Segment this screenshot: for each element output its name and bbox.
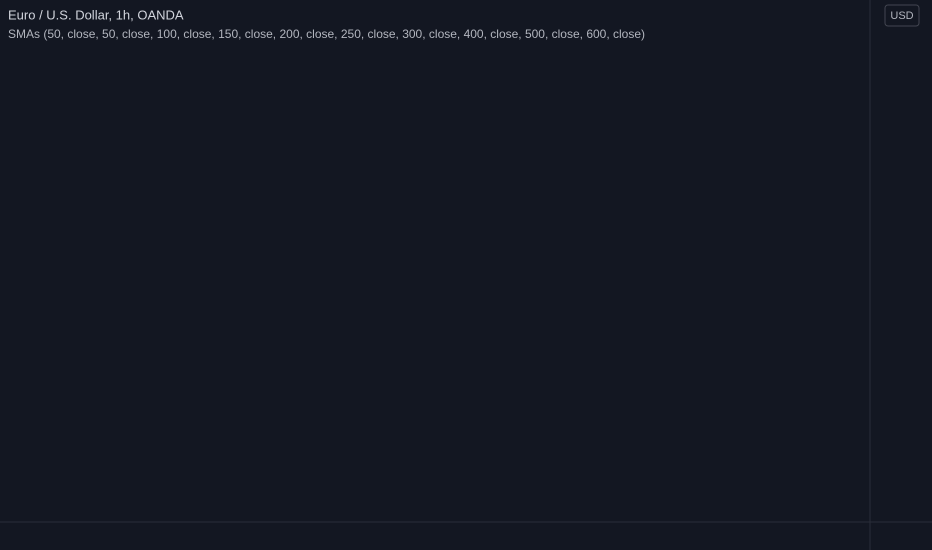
indicator-legend: SMAs (50, close, 50, close, 100, close, … xyxy=(8,27,645,41)
chart-title: Euro / U.S. Dollar, 1h, OANDA xyxy=(8,7,184,22)
currency-label[interactable]: USD xyxy=(890,10,913,22)
currency-button[interactable] xyxy=(884,4,920,27)
